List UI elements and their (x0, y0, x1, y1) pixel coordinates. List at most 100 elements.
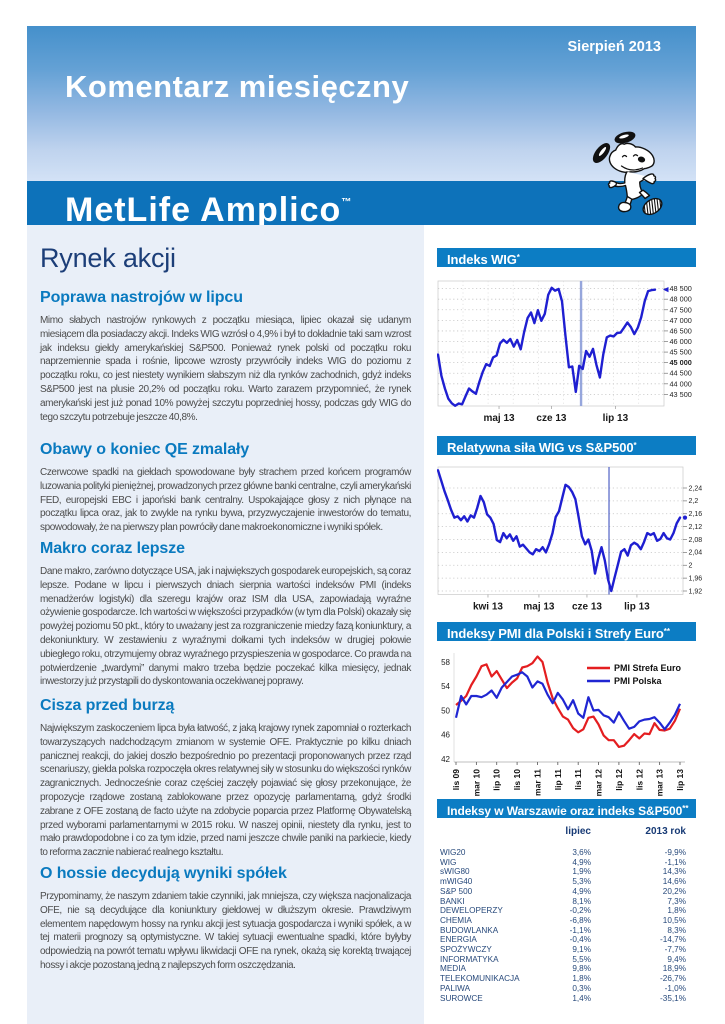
x-axis-label: lip 12 (614, 769, 624, 791)
logo-wordmark: MetLife Amplico (65, 191, 342, 229)
chart-title-bar-wig: Indeks WIG* (437, 248, 696, 267)
x-axis-label: lip 13 (675, 769, 685, 791)
x-axis-label: mar 10 (471, 769, 481, 797)
table-row: BANKI 8,1% 7,3% (437, 897, 686, 907)
x-axis-label: kwi 13 (473, 602, 503, 613)
value-lipiec: 8,1% (572, 896, 591, 906)
value-2013: -14,7% (660, 935, 686, 945)
series-end-dot (682, 515, 688, 520)
y-axis-label: 46 000 (670, 337, 692, 346)
section-body: Dane makro, zarówno dotyczące USA, jak i… (40, 566, 411, 688)
y-axis-label: 2,12 (689, 524, 703, 531)
table-row: INFORMATYKA 5,5% 9,4% (437, 955, 686, 965)
y-axis-label: 2,08 (689, 537, 703, 544)
index-name: sWIG80 (440, 867, 470, 877)
value-lipiec: 1,4% (572, 993, 591, 1003)
y-axis-label: 2,04 (689, 550, 703, 557)
x-axis-label: lis 12 (634, 769, 644, 791)
legend-label: PMI Polska (614, 676, 663, 686)
value-lipiec: -0,2% (569, 906, 591, 916)
value-2013: 20,2% (662, 886, 686, 896)
snoopy-shoe-left (617, 201, 632, 213)
section-body: Mimo słabych nastrojów rynkowych z począ… (40, 315, 411, 423)
x-axis-label: lis 10 (512, 769, 522, 791)
table-row: mWIG40 5,3% 14,6% (437, 877, 686, 887)
y-axis-label: 42 (441, 755, 450, 764)
section-bar-title: Indeks WIG (447, 252, 517, 267)
y-axis-label: 46 (441, 731, 450, 740)
table-row: DEWELOPERZY -0,2% 1,8% (437, 906, 686, 916)
snoopy-smile (620, 165, 644, 171)
pmi-chart-svg: 42 46 50 54 58 lis 09 mar 10 lip 10 lis 10 mar 11… (441, 653, 685, 797)
value-lipiec: 1,8% (572, 974, 591, 984)
value-lipiec: 9,1% (572, 945, 591, 955)
index-name: TELEKOMUNIKACJA (440, 974, 520, 984)
x-axis-label: lis 09 (451, 769, 461, 791)
section-title: O hossie decydują wyniki spółek (40, 865, 287, 882)
snoopy-leg-right (638, 189, 651, 200)
y-axis-label: 44 500 (670, 369, 692, 378)
index-name: PALIWA (440, 983, 471, 993)
table-row: SUROWCE 1,4% -35,1% (437, 994, 686, 1004)
article-section: Obawy o koniec QE zmalały Czerwcowe spadk… (40, 441, 411, 535)
value-2013: -35,1% (660, 993, 686, 1003)
value-lipiec: 5,3% (572, 877, 591, 887)
metlife-amplico-logo: MetLife Amplico™ (65, 181, 351, 232)
index-name: DEWELOPERZY (440, 906, 503, 916)
y-axis-label: 47 000 (670, 316, 692, 325)
y-axis-label: 46 500 (670, 326, 692, 335)
issue-date: Sierpień 2013 (567, 39, 662, 55)
x-axis-label: lip 13 (624, 602, 650, 613)
snoopy-eye-left (621, 154, 628, 158)
pmi-chart: 42 46 50 54 58 lis 09 mar 10 lip 10 lis 10 mar 11… (437, 643, 699, 804)
index-name: CHEMIA (440, 915, 472, 925)
value-lipiec: -1,1% (569, 925, 591, 935)
value-lipiec: 5,5% (572, 954, 591, 964)
x-axis-label: maj 13 (483, 413, 515, 424)
index-name: BANKI (440, 896, 465, 906)
left-article-panel: Rynek akcji Poprawa nastrojów w lipcu Mim… (27, 225, 424, 1024)
table-row: sWIG80 1,9% 14,3% (437, 867, 686, 877)
x-axis-label: mar 12 (594, 769, 604, 797)
index-name: WIG20 (440, 848, 466, 857)
value-lipiec: 9,8% (572, 964, 591, 974)
value-lipiec: 0,3% (572, 983, 591, 993)
legend-label: PMI Strefa Euro (614, 663, 682, 673)
table-row: MEDIA 9,8% 18,9% (437, 964, 686, 974)
table-row: ENERGIA -0,4% -14,7% (437, 935, 686, 945)
table-row: WIG20 3,6% -9,9% (437, 848, 686, 858)
value-2013: 7,3% (667, 896, 686, 906)
trademark-symbol: ™ (341, 197, 352, 208)
footnote-marker: ** (663, 627, 670, 636)
relative-strength-chart: 2,24 2,2 2,16 2,12 2,08 2,04 2 1,96 1,92 kwi 13 ma… (436, 458, 703, 623)
article-section: Makro coraz lepsze Dane makro, zarówno do… (40, 540, 411, 689)
x-axis-label: mar 11 (532, 769, 542, 796)
wig-series-line (436, 286, 657, 408)
snoopy-head (608, 142, 655, 174)
y-axis-label: 2,24 (689, 485, 703, 492)
index-returns-table: lipiec 2013 rok WIG20 3,6% -9,9% WIG 4,9% -1,… (437, 826, 686, 1003)
article-section: O hossie decydują wyniki spółek Przypomin… (40, 865, 411, 973)
column-header-2013: 2013 rok (645, 826, 686, 837)
x-axis-label: cze 13 (536, 413, 566, 424)
footnote-marker: * (516, 253, 520, 262)
y-axis-label: 45 000 (670, 358, 692, 367)
y-axis-label: 1,92 (689, 588, 703, 595)
newsletter-title: Komentarz miesięczny (65, 69, 410, 104)
y-axis-label: 1,96 (689, 575, 703, 582)
index-name: ENERGIA (440, 935, 477, 945)
article-section: Cisza przed burzą Największym zaskoczenie… (40, 697, 411, 860)
value-lipiec: -0,4% (569, 935, 591, 945)
x-axis-label: lip 11 (553, 769, 563, 791)
index-name: MEDIA (440, 964, 466, 974)
snoopy-nose (637, 156, 646, 163)
section-title: Cisza przed burzą (40, 697, 175, 714)
y-axis-label: 2,16 (689, 511, 703, 518)
index-name: BUDOWLANKA (440, 925, 499, 935)
y-axis-label: 58 (441, 658, 450, 667)
logo-band: MetLife Amplico™ (27, 181, 696, 229)
chart-title-bar-pmi: Indeksy PMI dla Polski i Strefy Euro** (437, 622, 696, 641)
y-axis-label: 48 000 (670, 295, 692, 304)
value-2013: 1,8% (667, 906, 686, 916)
